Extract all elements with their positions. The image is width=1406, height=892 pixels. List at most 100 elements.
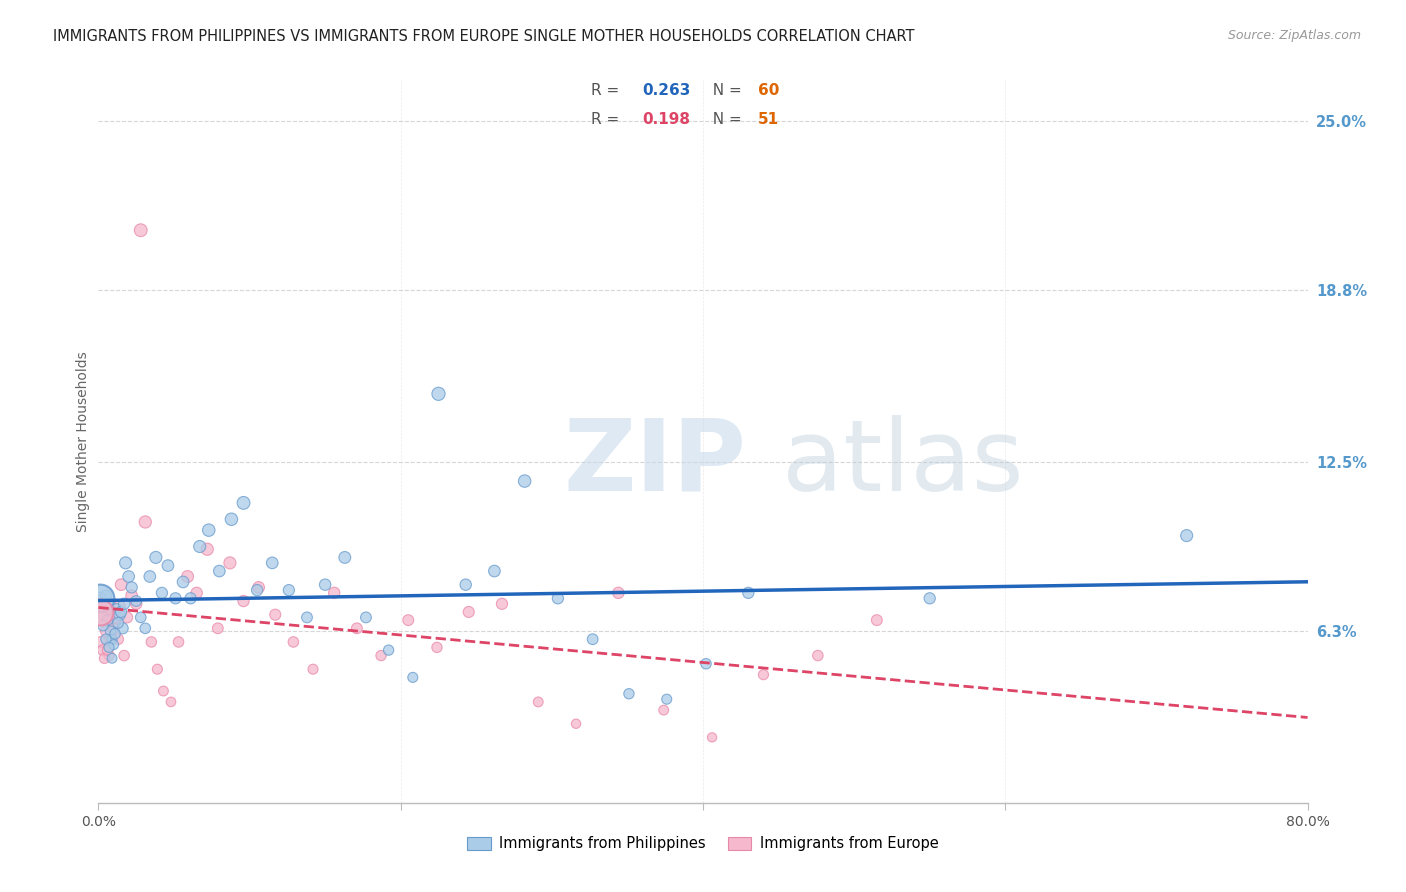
Point [103, 621, 125, 635]
Point [91, 618, 114, 632]
Point [108, 607, 131, 622]
Point [607, 586, 630, 600]
Point [114, 556, 136, 570]
Text: 60: 60 [758, 83, 779, 98]
Point [160, 695, 183, 709]
Point [91, 607, 114, 622]
Point [141, 635, 163, 649]
Point [232, 496, 254, 510]
Point [333, 550, 356, 565]
Point [145, 550, 167, 565]
Point [93, 597, 115, 611]
Point [219, 556, 242, 570]
Text: 0.263: 0.263 [643, 83, 690, 98]
Point [752, 667, 775, 681]
Text: 0.198: 0.198 [643, 112, 690, 127]
Point [457, 605, 479, 619]
Point [1175, 528, 1198, 542]
Point [107, 615, 129, 630]
Point [167, 635, 190, 649]
Point [262, 556, 284, 570]
Point [101, 605, 124, 619]
Point [426, 640, 449, 655]
Point [527, 695, 550, 709]
Point [90, 599, 112, 614]
Point [195, 542, 218, 557]
Point [125, 594, 148, 608]
Point [94, 624, 117, 638]
Point [370, 648, 392, 663]
Point [165, 591, 187, 606]
Point [700, 731, 723, 745]
Text: R =: R = [592, 83, 624, 98]
Point [89, 591, 111, 606]
Point [105, 610, 128, 624]
Point [104, 626, 127, 640]
Point [323, 586, 346, 600]
Point [208, 564, 231, 578]
Point [91, 643, 114, 657]
Text: N =: N = [703, 112, 747, 127]
Point [186, 586, 208, 600]
Point [454, 577, 477, 591]
Point [197, 523, 219, 537]
Point [110, 577, 132, 591]
Point [129, 610, 152, 624]
Point [246, 583, 269, 598]
Point [513, 474, 536, 488]
Point [121, 589, 143, 603]
Point [118, 569, 141, 583]
Point [101, 632, 124, 647]
Point [547, 591, 569, 606]
Point [582, 632, 605, 647]
Point [354, 610, 377, 624]
Point [866, 613, 889, 627]
Point [104, 615, 127, 630]
Y-axis label: Single Mother Households: Single Mother Households [76, 351, 90, 532]
Point [565, 716, 588, 731]
Text: atlas: atlas [782, 415, 1024, 512]
Point [283, 635, 305, 649]
Point [100, 632, 122, 647]
Text: Source: ZipAtlas.com: Source: ZipAtlas.com [1227, 29, 1361, 42]
Point [134, 621, 156, 635]
Point [96, 643, 118, 657]
Point [314, 577, 336, 591]
Text: 51: 51 [758, 112, 779, 127]
Point [93, 651, 115, 665]
Point [152, 684, 174, 698]
Point [103, 638, 125, 652]
Text: ZIP: ZIP [564, 415, 747, 512]
Point [98, 648, 121, 663]
Point [110, 605, 132, 619]
Point [98, 602, 121, 616]
Point [94, 632, 117, 647]
Text: R =: R = [592, 112, 624, 127]
Point [377, 643, 399, 657]
Point [94, 589, 117, 603]
Point [150, 586, 173, 600]
Point [172, 574, 194, 589]
Point [125, 597, 148, 611]
Point [129, 223, 152, 237]
Point [108, 599, 131, 614]
Point [807, 648, 830, 663]
Point [107, 632, 129, 647]
Point [105, 602, 128, 616]
Point [918, 591, 941, 606]
Point [156, 558, 179, 573]
Point [617, 687, 640, 701]
Text: N =: N = [703, 83, 747, 98]
Point [89, 591, 111, 606]
Point [96, 613, 118, 627]
Point [402, 670, 425, 684]
Point [247, 581, 270, 595]
Point [180, 591, 202, 606]
Point [176, 569, 198, 583]
Point [90, 635, 112, 649]
Point [346, 621, 368, 635]
Point [146, 662, 169, 676]
Point [100, 624, 122, 638]
Point [737, 586, 759, 600]
Point [111, 621, 134, 635]
